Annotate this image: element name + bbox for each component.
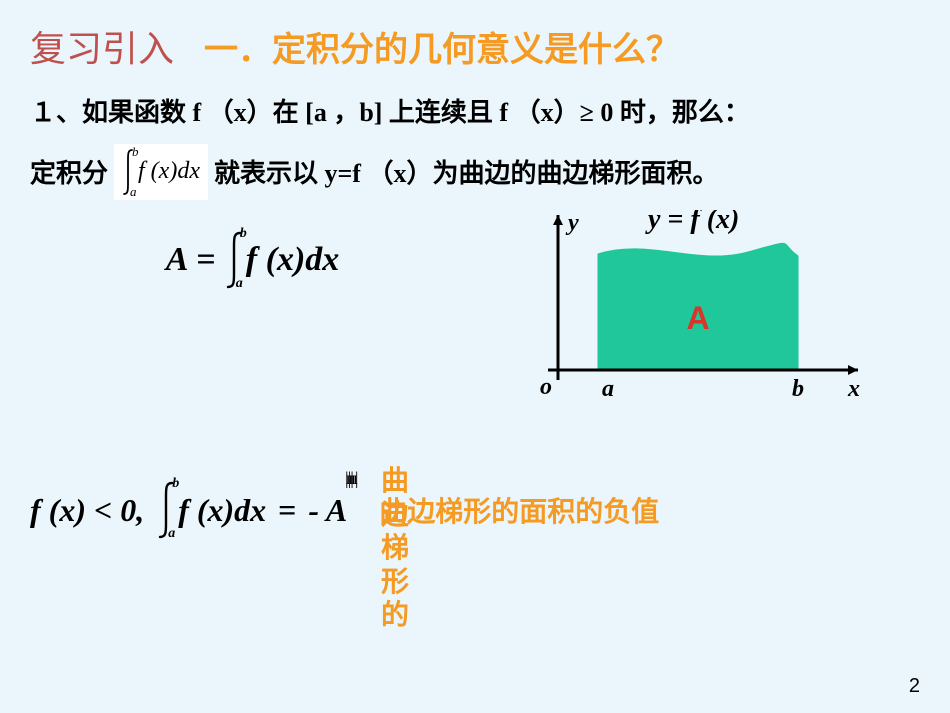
- negative-case-row: f (x) < 0, b a f (x)dx = - A 曲边梯形的面积的负值: [30, 480, 659, 540]
- integral-body: f (x)dx: [138, 158, 200, 185]
- integral-upper-limit: b: [172, 476, 179, 492]
- header-row: 复习引入 一．定积分的几何意义是什么？: [30, 20, 920, 72]
- equals-sign: =: [278, 492, 296, 529]
- integral-lower-limit: a: [236, 276, 243, 292]
- chart-container: y x o a b y = f (x) A: [475, 210, 920, 410]
- integral-sign-icon: b a: [226, 230, 244, 290]
- negative-description: 曲边梯形的面积的负值: [379, 490, 659, 530]
- svg-text:y = f (x): y = f (x): [645, 210, 739, 235]
- chart-svg: y x o a b y = f (x) A: [518, 210, 878, 410]
- integral-upper-limit: b: [240, 226, 247, 242]
- equals-sign: =: [196, 241, 215, 279]
- integral-body: f (x)dx: [246, 241, 339, 279]
- integral-lower-limit: a: [168, 526, 175, 542]
- integral-sign-icon: b a: [158, 480, 176, 540]
- area-formula: A = b a f (x)dx: [30, 210, 475, 290]
- integral-sign-icon: b a: [122, 148, 136, 196]
- para2-suffix: 就表示以 y=f （x）为曲边的曲边梯形面积。: [214, 153, 718, 190]
- svg-text:a: a: [602, 376, 614, 402]
- svg-text:y: y: [565, 210, 579, 236]
- svg-text:A: A: [686, 300, 709, 336]
- review-intro-label: 复习引入: [30, 20, 174, 72]
- integral-expression-small: b a f (x)dx: [114, 144, 208, 200]
- heading-question: 一．定积分的几何意义是什么？: [204, 22, 680, 71]
- svg-text:o: o: [540, 374, 552, 400]
- svg-text:b: b: [792, 376, 804, 402]
- integral-body: f (x)dx: [178, 492, 266, 529]
- formula-and-chart-row: A = b a f (x)dx y x o a b y = f (x) A: [30, 210, 920, 410]
- neg-rhs: - A: [308, 492, 347, 529]
- slide: 复习引入 一．定积分的几何意义是什么？ １、如果函数 f （x）在 [a ，b]…: [0, 0, 950, 713]
- condition-text: f (x) < 0,: [30, 492, 144, 529]
- integral-upper-limit: b: [132, 144, 139, 160]
- svg-text:x: x: [847, 376, 860, 402]
- curvilinear-trapezoid-chart: y x o a b y = f (x) A: [518, 210, 878, 410]
- integral-lower-limit: a: [130, 184, 137, 200]
- formula-lhs: A: [166, 241, 189, 279]
- paragraph-2: 定积分 b a f (x)dx 就表示以 y=f （x）为曲边的曲边梯形面积。: [30, 144, 920, 200]
- page-number: 2: [909, 675, 920, 698]
- paragraph-1: １、如果函数 f （x）在 [a ，b] 上连续且 f （x）≥ 0 时，那么：: [30, 92, 920, 134]
- para2-prefix: 定积分: [30, 153, 108, 190]
